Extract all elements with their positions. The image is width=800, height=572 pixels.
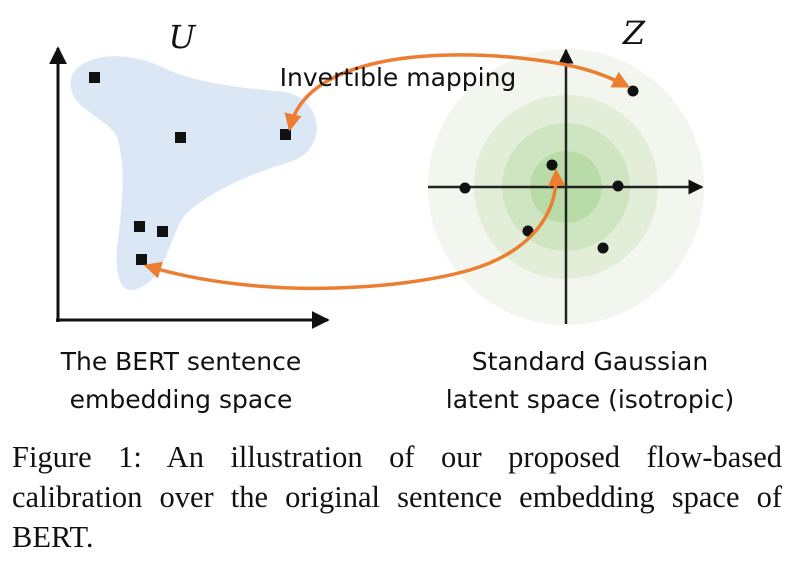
latent-point [546,159,558,171]
embedding-point [175,132,186,143]
embedding-point [280,129,291,140]
latent-point [459,182,471,194]
left-panel-label-line1: The BERT sentence [60,347,302,376]
space-symbol-z: Z [622,14,646,52]
mapping-arrow-upper [284,53,631,132]
right-panel-label-line2: latent space (isotropic) [446,385,735,414]
space-symbol-u: U [169,18,197,56]
left-panel-label-line2: embedding space [70,385,293,414]
right-panel-label-line1: Standard Gaussian [472,347,708,376]
latent-point [597,242,609,254]
latent-point [627,85,639,97]
embedding-point [136,254,147,265]
embedding-point [134,221,145,232]
embedding-point [157,226,168,237]
mapping-label: Invertible mapping [280,63,517,92]
figure-caption: Figure 1: An illustration of our propose… [12,440,782,554]
mapping-arrow-lower [143,168,566,291]
invertible-mapping-arrows: Invertible mapping [143,53,631,291]
latent-point [612,180,624,192]
embedding-point [89,72,100,83]
